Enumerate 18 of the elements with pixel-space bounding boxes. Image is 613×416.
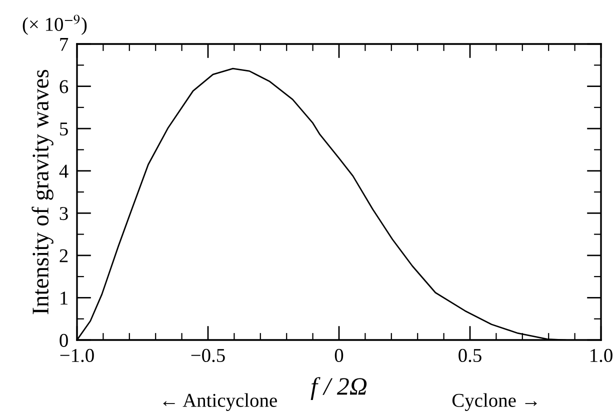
x-tick-label: 0 <box>334 348 344 362</box>
y-tick-label: 1 <box>60 292 68 304</box>
x-tick-label: 1.0 <box>590 348 612 362</box>
y-tick-label: 5 <box>60 122 68 136</box>
y-tick-label: 7 <box>60 38 68 51</box>
text: Cyclone → <box>452 393 537 411</box>
y-tick-label: 6 <box>60 80 68 94</box>
y-tick-label: 3 <box>60 207 68 220</box>
y-tick-label: 0 <box>60 334 68 347</box>
x-tick-label: 0.5 <box>458 348 482 362</box>
x-tick-label: −1.0 <box>60 348 94 362</box>
x-tick-label: −0.5 <box>191 348 225 362</box>
x-axis-title: f / 2Ω <box>310 377 367 400</box>
y-tick-label: 4 <box>59 164 68 178</box>
text: ← Anticyclone <box>163 393 277 411</box>
y-axis-title: Intensity of gravity waves <box>32 70 54 314</box>
y-tick-label: 2 <box>60 249 68 262</box>
text: (× 10$^{−9}$) <box>22 14 87 35</box>
